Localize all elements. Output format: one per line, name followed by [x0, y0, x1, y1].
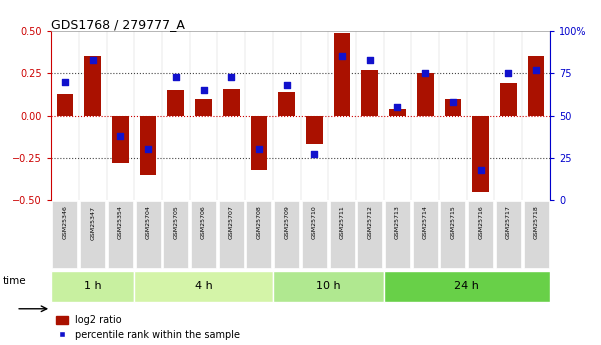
Point: [282, 82, 291, 88]
Bar: [472, 116, 489, 191]
Bar: [528, 57, 545, 116]
Bar: [168, 90, 184, 116]
Point: [392, 104, 402, 110]
Text: GSM25346: GSM25346: [63, 206, 67, 239]
FancyBboxPatch shape: [219, 201, 243, 268]
Text: GSM25707: GSM25707: [229, 206, 234, 239]
Bar: [334, 33, 350, 116]
Text: GSM25706: GSM25706: [201, 206, 206, 239]
FancyBboxPatch shape: [108, 201, 133, 268]
Point: [143, 147, 153, 152]
FancyBboxPatch shape: [52, 201, 78, 268]
Text: GSM25715: GSM25715: [450, 206, 456, 239]
Point: [337, 54, 347, 59]
Text: GSM25716: GSM25716: [478, 206, 483, 239]
Text: 4 h: 4 h: [195, 281, 212, 290]
Bar: [223, 89, 240, 116]
Point: [227, 74, 236, 79]
Text: GSM25708: GSM25708: [257, 206, 261, 239]
Legend: log2 ratio, percentile rank within the sample: log2 ratio, percentile rank within the s…: [56, 315, 240, 340]
Point: [254, 147, 264, 152]
FancyBboxPatch shape: [302, 201, 327, 268]
Text: GDS1768 / 279777_A: GDS1768 / 279777_A: [51, 18, 185, 31]
Text: GSM25718: GSM25718: [534, 206, 538, 239]
FancyBboxPatch shape: [273, 271, 383, 302]
Bar: [389, 109, 406, 116]
Bar: [500, 83, 517, 116]
FancyBboxPatch shape: [413, 201, 438, 268]
Point: [115, 133, 125, 139]
Point: [171, 74, 181, 79]
Bar: [278, 92, 295, 116]
FancyBboxPatch shape: [134, 271, 273, 302]
FancyBboxPatch shape: [496, 201, 521, 268]
FancyBboxPatch shape: [383, 271, 550, 302]
Text: 10 h: 10 h: [316, 281, 341, 290]
Bar: [251, 116, 267, 170]
Bar: [361, 70, 378, 116]
Text: GSM25717: GSM25717: [506, 206, 511, 239]
Bar: [56, 93, 73, 116]
Text: 24 h: 24 h: [454, 281, 479, 290]
Point: [88, 57, 97, 62]
FancyBboxPatch shape: [80, 201, 105, 268]
Point: [310, 152, 319, 157]
Point: [421, 71, 430, 76]
FancyBboxPatch shape: [163, 201, 188, 268]
Bar: [112, 116, 129, 163]
Bar: [195, 99, 212, 116]
FancyBboxPatch shape: [274, 201, 299, 268]
FancyBboxPatch shape: [246, 201, 272, 268]
Text: GSM25710: GSM25710: [312, 206, 317, 239]
FancyBboxPatch shape: [523, 201, 549, 268]
Text: GSM25714: GSM25714: [423, 206, 428, 239]
Point: [199, 87, 209, 93]
Bar: [140, 116, 156, 175]
Point: [504, 71, 513, 76]
Text: GSM25705: GSM25705: [173, 206, 178, 239]
Bar: [306, 116, 323, 144]
FancyBboxPatch shape: [51, 271, 134, 302]
Point: [448, 99, 458, 105]
Point: [531, 67, 541, 73]
Point: [476, 167, 486, 172]
Text: GSM25713: GSM25713: [395, 206, 400, 239]
Text: GSM25347: GSM25347: [90, 206, 95, 240]
Text: GSM25709: GSM25709: [284, 206, 289, 239]
FancyBboxPatch shape: [441, 201, 465, 268]
Text: GSM25704: GSM25704: [145, 206, 151, 239]
Point: [365, 57, 374, 62]
Bar: [417, 73, 433, 116]
Text: 1 h: 1 h: [84, 281, 102, 290]
Text: GSM25354: GSM25354: [118, 206, 123, 239]
Bar: [445, 99, 461, 116]
Bar: [84, 57, 101, 116]
FancyBboxPatch shape: [136, 201, 160, 268]
FancyBboxPatch shape: [358, 201, 382, 268]
FancyBboxPatch shape: [468, 201, 493, 268]
Text: GSM25712: GSM25712: [367, 206, 372, 239]
Text: GSM25711: GSM25711: [340, 206, 344, 239]
Text: time: time: [3, 276, 26, 286]
FancyBboxPatch shape: [329, 201, 355, 268]
FancyBboxPatch shape: [191, 201, 216, 268]
Point: [60, 79, 70, 85]
FancyBboxPatch shape: [385, 201, 410, 268]
